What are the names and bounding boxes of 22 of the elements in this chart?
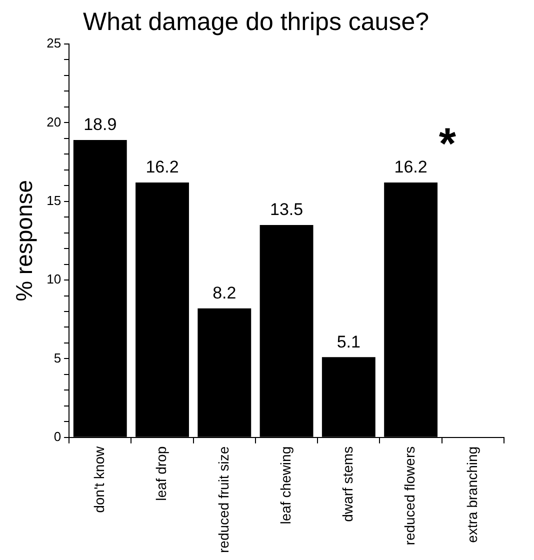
data-label: 5.1 xyxy=(336,332,360,352)
x-tick-label: don't know xyxy=(90,446,107,513)
y-tick-label: 20 xyxy=(46,114,62,130)
data-label: 16.2 xyxy=(394,158,428,177)
y-tick-label: 15 xyxy=(46,192,62,208)
data-label: 8.2 xyxy=(212,284,236,303)
y-axis-title: % response xyxy=(11,180,38,302)
x-tick-label: reduced flowers xyxy=(402,446,418,546)
x-tick-label: extra branching xyxy=(464,446,480,543)
chart-title: What damage do thrips cause? xyxy=(82,8,430,36)
y-tick-label: 25 xyxy=(46,36,62,51)
x-tick-label: reduced fruit size xyxy=(215,446,232,554)
x-tick-label: leaf chewing xyxy=(277,446,294,524)
x-tick-label: dwarf stems xyxy=(340,446,356,522)
annotation: * xyxy=(438,119,457,168)
data-label: 13.5 xyxy=(270,200,304,220)
y-tick-label: 10 xyxy=(46,272,62,287)
data-label: 18.9 xyxy=(84,115,117,134)
y-tick-label: 0 xyxy=(54,428,62,444)
y-tick-label: 5 xyxy=(54,350,62,366)
x-tick-label: leaf drop xyxy=(153,446,170,501)
data-label: 16.2 xyxy=(146,158,179,177)
